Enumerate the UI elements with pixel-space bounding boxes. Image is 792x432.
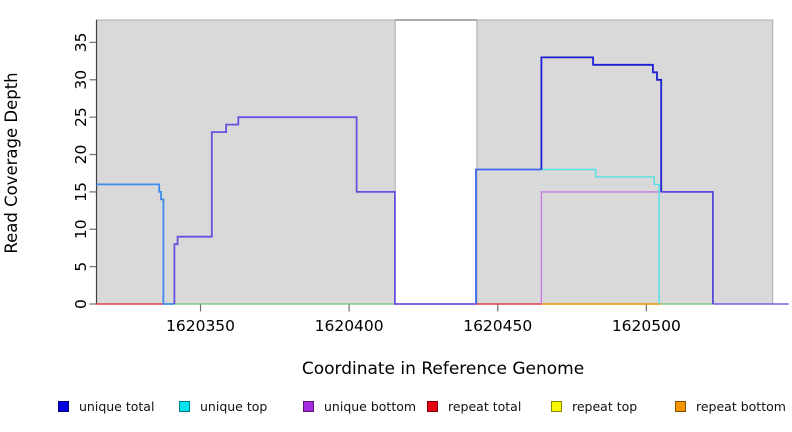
legend-label: unique bottom	[324, 398, 417, 414]
legend-swatch-repeat-top	[551, 400, 562, 412]
legend-item-unique-bottom: unique bottom	[303, 397, 416, 415]
y-tick-label: 25	[72, 107, 90, 127]
x-axis-title: Coordinate in Reference Genome	[302, 359, 584, 379]
series-segment-unique-bottom-right	[540, 191, 662, 304]
y-tick-label: 0	[72, 299, 90, 309]
legend-item-repeat-top: repeat top	[551, 397, 637, 415]
legend-item-repeat-total: repeat total	[427, 397, 521, 415]
y-tick-label: 10	[72, 219, 90, 239]
legend-label: repeat top	[572, 398, 638, 414]
x-tick-label: 1620500	[612, 317, 681, 335]
legend-swatch-repeat-total	[427, 400, 438, 412]
axes	[89, 20, 647, 312]
y-axis-title: Read Coverage Depth	[2, 72, 21, 253]
legend-item-repeat-bottom: repeat bottom	[675, 397, 786, 415]
series-lines	[96, 56, 789, 305]
series-segment-unique-right-medium-blue	[475, 168, 542, 304]
series-segment-unique-left-light-blue	[96, 183, 175, 305]
legend-swatch-unique-bottom	[303, 400, 314, 412]
legend-swatch-unique-top	[179, 400, 190, 412]
y-tick-label: 5	[72, 262, 90, 272]
series-segment-unique-mid-violet	[173, 116, 476, 305]
tick-labels: 0 5 10 15 20 25 30 35 1620350 1620400 1620450 16205…	[72, 33, 681, 335]
series-segment-unique-right-slate	[661, 190, 714, 304]
shaded-regions	[96, 19, 774, 305]
legend-swatch-repeat-bottom	[675, 400, 686, 412]
y-tick-label: 15	[72, 182, 90, 202]
series-segment-unique-top-right	[541, 168, 660, 304]
legend-label: unique top	[200, 398, 268, 414]
y-tick-label: 35	[72, 33, 90, 53]
legend-item-unique-total: unique total	[58, 397, 154, 415]
y-tick-label: 20	[72, 145, 90, 165]
legend: unique total unique top unique bottom repea…	[0, 397, 792, 417]
legend-label: repeat total	[448, 398, 522, 414]
x-tick-label: 1620350	[166, 317, 235, 335]
x-tick-label: 1620450	[463, 317, 532, 335]
legend-item-unique-top: unique top	[179, 397, 267, 415]
legend-label: unique total	[79, 398, 155, 414]
coverage-plot: 0 5 10 15 20 25 30 35 1620350 1620400 1620450 16205…	[2, 19, 789, 379]
series-segment-unique-right-dark-blue	[540, 56, 663, 192]
x-tick-label: 1620400	[315, 317, 384, 335]
legend-swatch-unique-total	[58, 400, 69, 412]
shaded-region	[476, 19, 774, 305]
y-tick-label: 30	[72, 70, 90, 90]
legend-label: repeat bottom	[696, 398, 786, 414]
shaded-region	[96, 19, 396, 305]
